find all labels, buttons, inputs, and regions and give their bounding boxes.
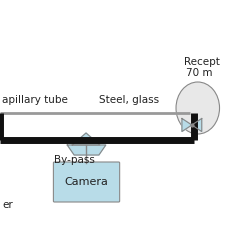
Polygon shape	[67, 145, 106, 155]
Ellipse shape	[176, 82, 220, 134]
Text: er: er	[2, 200, 13, 210]
Text: Camera: Camera	[65, 177, 109, 187]
Text: By-pass: By-pass	[55, 155, 95, 165]
Text: Steel, glass: Steel, glass	[99, 95, 159, 105]
FancyBboxPatch shape	[53, 162, 120, 202]
Polygon shape	[72, 133, 100, 145]
Text: Recept: Recept	[184, 57, 220, 67]
Text: apillary tube: apillary tube	[2, 95, 68, 105]
Polygon shape	[182, 118, 192, 131]
Text: 70 m: 70 m	[186, 68, 213, 78]
Polygon shape	[192, 118, 202, 131]
